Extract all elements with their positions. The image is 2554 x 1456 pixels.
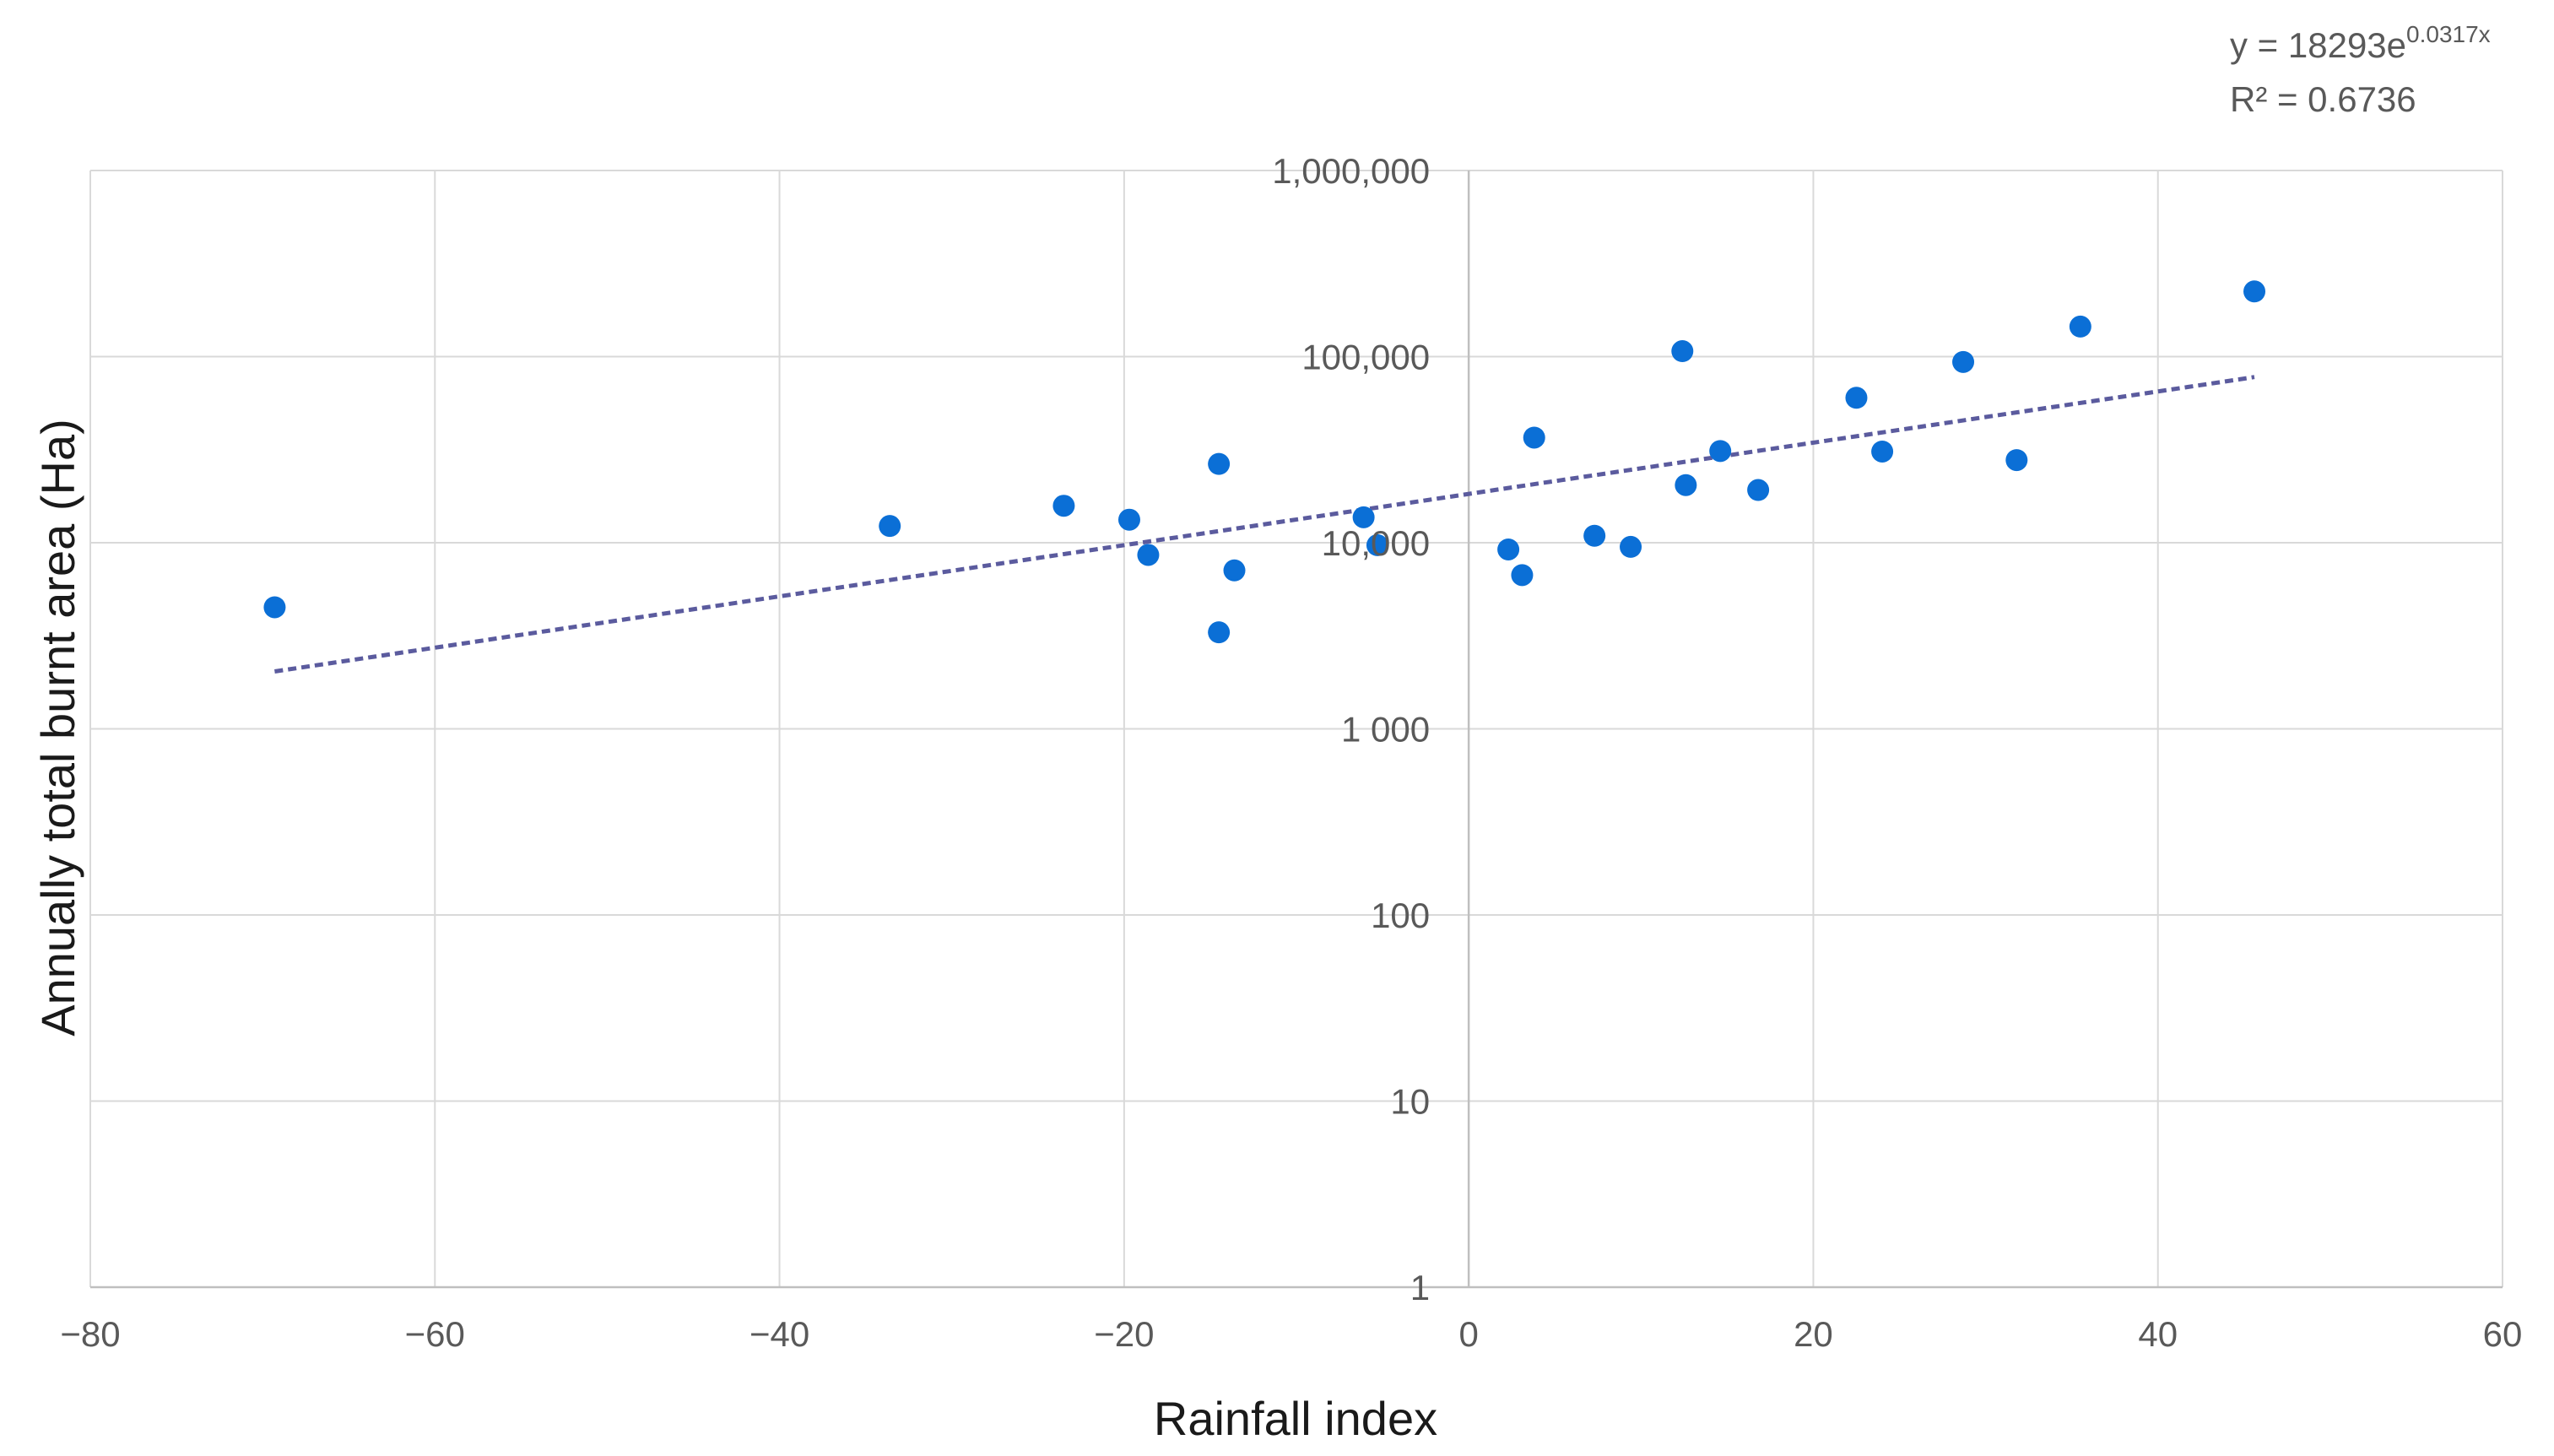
data-point <box>263 596 286 619</box>
data-point <box>1208 621 1231 644</box>
trendline-layer <box>274 375 2255 674</box>
y-tick-label: 100 <box>1371 896 1430 935</box>
x-tick-label: 40 <box>2138 1314 2178 1354</box>
data-point <box>1052 495 1075 517</box>
y-tick-label: 10 <box>1390 1082 1430 1122</box>
data-point <box>1352 506 1375 528</box>
x-tick-label: −20 <box>1094 1314 1154 1354</box>
data-point <box>1511 564 1534 587</box>
data-point <box>1620 535 1642 558</box>
x-tick-label: −60 <box>405 1314 465 1354</box>
gridlines <box>89 170 2503 1287</box>
data-point <box>1366 533 1388 556</box>
data-point <box>1709 440 1732 463</box>
trendline <box>274 375 2255 674</box>
x-tick-label: 20 <box>1794 1314 1833 1354</box>
y-tick-label: 1,000,000 <box>1272 151 1430 191</box>
data-point <box>1583 524 1606 547</box>
data-point <box>1523 426 1545 449</box>
y-tick-label: 1 000 <box>1341 710 1430 750</box>
data-point <box>1137 544 1160 566</box>
trendline-equation-exponent: 0.0317x <box>2406 21 2491 47</box>
data-point <box>2069 315 2091 338</box>
axes <box>90 170 2503 1289</box>
x-tick-label: −40 <box>749 1314 809 1354</box>
trendline-r-squared: R² = 0.6736 <box>2230 79 2416 119</box>
tick-labels: −80 −60 −40 −20 0 20 40 60 1 10 100 1 000 10,000 100,… <box>60 151 2522 1354</box>
data-point <box>2005 449 2028 472</box>
data-points <box>263 280 2266 644</box>
y-axis-title: Annually total burnt area (Ha) <box>31 419 84 1037</box>
trendline-equation-base: y = 18293e <box>2230 25 2406 65</box>
y-tick-label: 1 <box>1410 1268 1430 1307</box>
data-point <box>2243 280 2266 303</box>
data-point <box>1117 508 1140 531</box>
data-point <box>1871 440 1894 463</box>
x-tick-label: −80 <box>60 1314 120 1354</box>
data-point <box>1747 479 1770 501</box>
y-tick-label: 100,000 <box>1301 338 1430 377</box>
trendline-equation: y = 18293e0.0317x <box>2230 21 2491 65</box>
data-point <box>1671 340 1694 363</box>
data-point <box>1208 452 1231 475</box>
data-point <box>1497 538 1520 560</box>
data-point <box>879 515 901 538</box>
x-tick-label: 0 <box>1458 1314 1478 1354</box>
x-axis-title: Rainfall index <box>1154 1392 1437 1445</box>
data-point <box>1952 350 1975 373</box>
data-point <box>1845 387 1868 409</box>
data-point <box>1223 559 1246 582</box>
data-point <box>1675 474 1697 496</box>
x-tick-label: 60 <box>2483 1314 2523 1354</box>
y-tick-label: 10,000 <box>1322 523 1430 563</box>
